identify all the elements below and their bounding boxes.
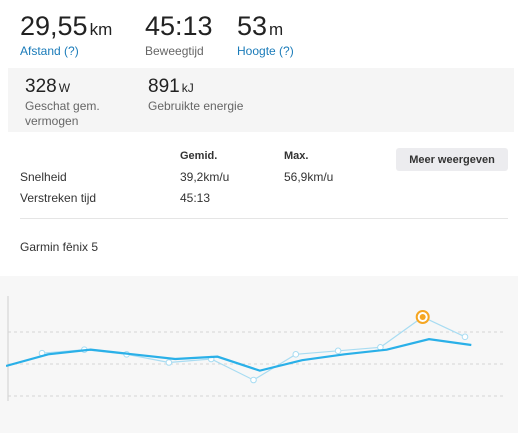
chart-canvas[interactable]: [6, 276, 512, 433]
power-label-line2: vermogen: [25, 114, 79, 128]
max-column-header: Max.: [284, 150, 309, 162]
distance-value: 29,55: [20, 11, 88, 41]
secondary-point-7: [334, 347, 342, 355]
speed-max-value: 56,9km/u: [284, 170, 334, 184]
elevation-value: 53: [237, 11, 268, 41]
highlight-point: [419, 314, 426, 320]
elapsed-time-avg-value: 45:13: [180, 191, 211, 205]
elevation-chart[interactable]: [0, 276, 518, 433]
moving-time-stat: 45:13 Beweegtijd: [145, 10, 213, 58]
distance-unit: km: [89, 20, 113, 39]
moving-time-value: 45:13: [145, 11, 213, 41]
energy-unit: kJ: [181, 81, 194, 95]
energy-stat: 891 kJ Gebruikte energie: [148, 76, 243, 113]
energy-label: Gebruikte energie: [148, 99, 244, 113]
secondary-series-line: [41, 316, 466, 381]
energy-value: 891: [148, 76, 180, 97]
power-label-line1: Geschat gem.: [25, 99, 100, 113]
power-value: 328: [25, 76, 57, 97]
moving-time-label: Beweegtijd: [145, 44, 204, 58]
speed-avg-value: 39,2km/u: [180, 170, 230, 184]
distance-stat: 29,55 km Afstand (?): [20, 10, 112, 58]
elevation-help-link[interactable]: Hoogte (?): [237, 44, 294, 58]
secondary-point-10: [461, 333, 469, 341]
distance-help-link[interactable]: Afstand (?): [20, 44, 79, 58]
secondary-point-6: [292, 351, 300, 358]
power-unit: W: [58, 81, 71, 95]
section-divider: [20, 218, 508, 219]
speed-row-label: Snelheid: [20, 170, 67, 184]
elapsed-time-row-label: Verstreken tijd: [20, 191, 97, 205]
elevation-stat: 53 m Hoogte (?): [237, 10, 294, 58]
power-stat: 328 W Geschat gem. vermogen: [25, 76, 100, 128]
secondary-point-3: [165, 359, 173, 366]
show-more-button[interactable]: Meer weergeven: [396, 148, 508, 171]
avg-column-header: Gemid.: [180, 150, 218, 162]
secondary-stats: 328 W Geschat gem. vermogen 891 kJ Gebruik…: [8, 68, 514, 132]
device-name: Garmin fēnix 5: [20, 240, 99, 254]
secondary-point-5: [250, 376, 257, 384]
elevation-unit: m: [269, 20, 284, 39]
primary-series-line: [6, 338, 472, 372]
